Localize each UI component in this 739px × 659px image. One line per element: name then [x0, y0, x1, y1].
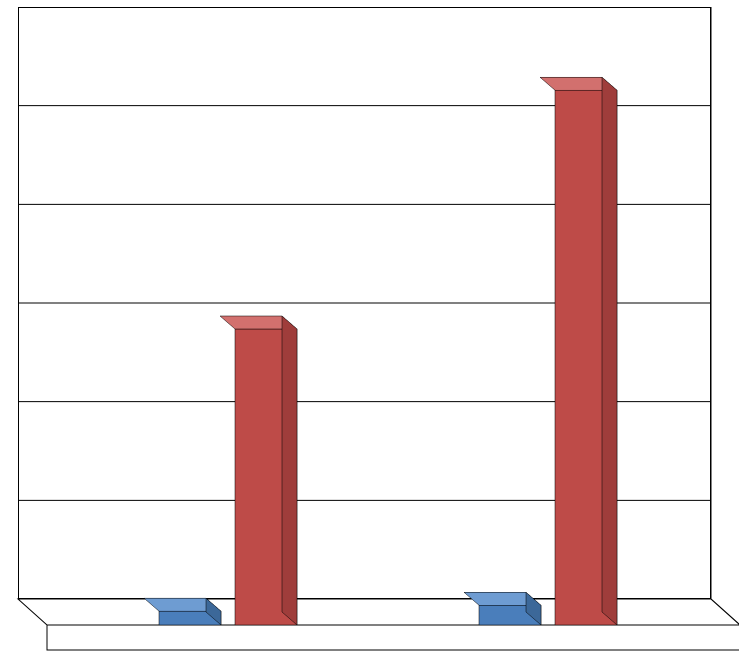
plot-3d-overlay — [0, 0, 739, 659]
bar-group1-series2[interactable]: 3 — [235, 316, 297, 625]
bar-group1-series1[interactable]: 0.14 — [159, 598, 221, 625]
bar-group2-series1[interactable]: 0.2 — [479, 592, 541, 625]
chart-3d-bar: 0.14 3 0.2 5.42 — [0, 0, 739, 659]
bar-group2-series2[interactable]: 5.42 — [555, 77, 617, 625]
